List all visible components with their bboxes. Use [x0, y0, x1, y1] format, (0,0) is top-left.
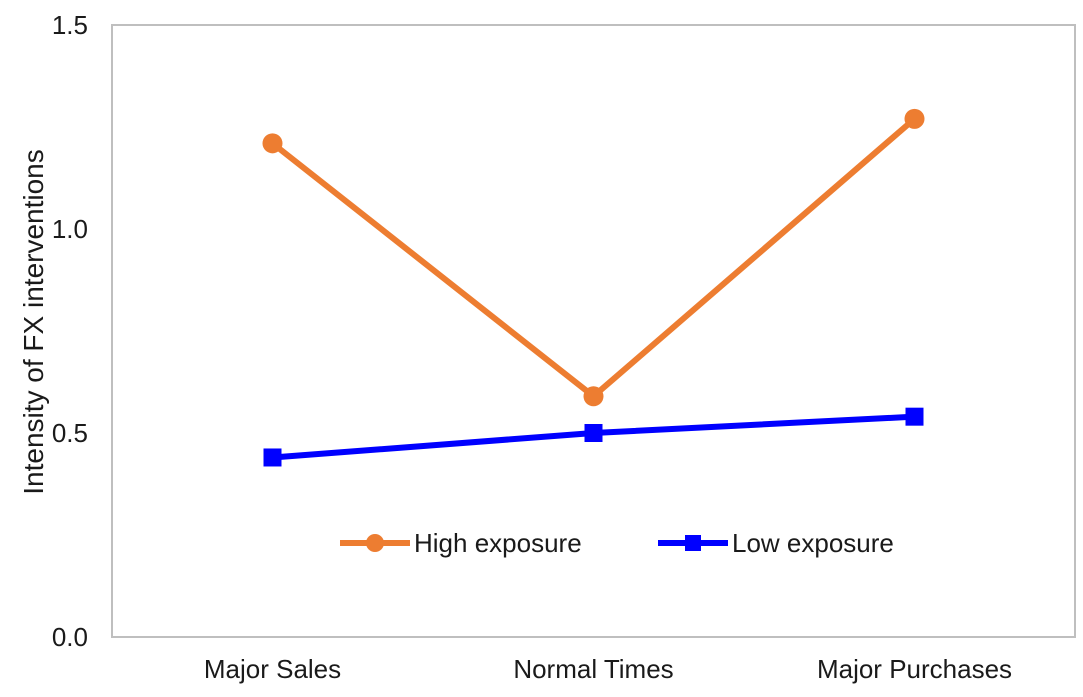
data-point-high-exposure [904, 108, 925, 129]
legend: High exposure Low exposure [340, 528, 894, 558]
data-point-low-exposure [584, 424, 603, 442]
y-axis-title: Intensity of FX interventions [18, 149, 49, 495]
series-line-high-exposure [269, 115, 918, 400]
legend-label-high-exposure: High exposure [414, 528, 582, 558]
data-point-high-exposure [262, 133, 283, 154]
x-tick-label: Major Sales [204, 654, 341, 684]
data-point-low-exposure [263, 448, 282, 467]
plot-area-frame [111, 24, 1076, 638]
y-tick-label: 1.0 [52, 214, 88, 244]
y-tick-label: 1.5 [52, 10, 88, 40]
x-tick-label: Major Purchases [817, 654, 1012, 684]
x-tick-labels: Major Sales Normal Times Major Purchases [204, 654, 1012, 684]
y-tick-label: 0.0 [52, 622, 88, 652]
legend-label-low-exposure: Low exposure [732, 528, 894, 558]
legend-marker-high-exposure [366, 534, 384, 552]
x-tick-label: Normal Times [513, 654, 673, 684]
y-tick-label: 0.5 [52, 418, 88, 448]
y-tick-labels: 0.0 0.5 1.0 1.5 [52, 10, 88, 652]
series-layer [262, 108, 925, 467]
legend-marker-low-exposure [685, 535, 701, 551]
data-point-high-exposure [583, 386, 604, 407]
data-point-low-exposure [905, 407, 924, 426]
